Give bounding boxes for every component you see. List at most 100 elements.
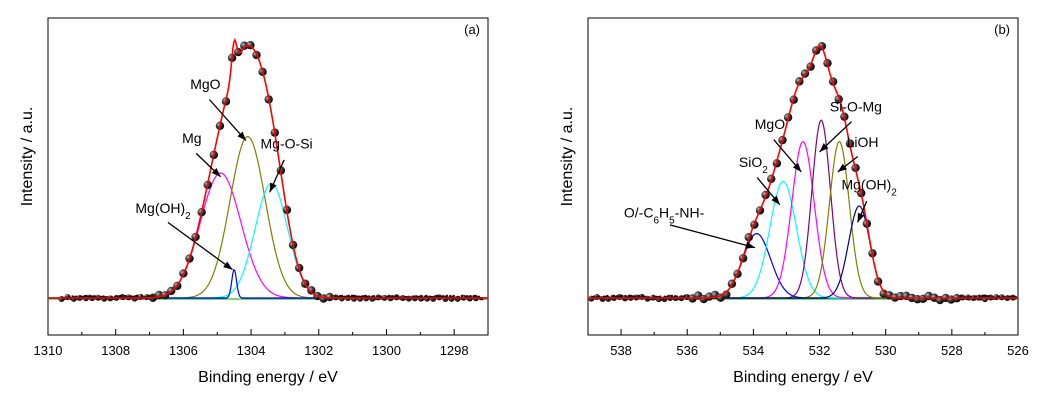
annotation-arrow	[669, 224, 756, 249]
data-point	[669, 297, 672, 301]
data-point	[659, 295, 662, 299]
peak-annotation: Mg(OH)2	[841, 177, 897, 199]
x-tick-label: 532	[809, 343, 831, 358]
peak-annotation: O/-C6H5-NH-	[624, 204, 705, 226]
data-point	[339, 295, 342, 299]
data-point	[637, 294, 640, 298]
data-point	[466, 295, 469, 299]
data-point	[674, 295, 677, 299]
panel-a: 1310 1308 1306 1304 1302 1300 1298 Binding ener…	[19, 17, 489, 386]
data-point	[85, 294, 88, 298]
data-point	[83, 295, 86, 299]
data-point	[134, 295, 137, 299]
peak-component-sio	[588, 180, 1018, 299]
x-tick-label: 536	[676, 343, 698, 358]
data-point	[433, 295, 437, 299]
data-point	[460, 294, 464, 298]
data-point	[442, 295, 445, 299]
data-point	[983, 294, 986, 298]
data-point	[372, 295, 376, 299]
data-point	[1009, 295, 1012, 299]
data-point	[675, 295, 678, 299]
data-point	[1011, 295, 1014, 299]
annotation-arrowhead	[211, 167, 221, 177]
data-point	[362, 295, 365, 299]
x-tick-label: 1298	[440, 343, 469, 358]
annotation-arrowhead	[792, 162, 802, 172]
data-point	[664, 295, 667, 299]
data-point	[420, 294, 423, 298]
data-point	[364, 294, 367, 298]
data-point	[670, 294, 673, 298]
x-tick-label: 1306	[169, 343, 198, 358]
data-point	[240, 41, 249, 50]
data-point	[616, 295, 619, 299]
peak-annotation: Mg-O-Si	[261, 135, 313, 151]
data-point	[619, 294, 622, 298]
annotation-arrow	[208, 99, 247, 142]
x-tick-label: 1308	[101, 343, 130, 358]
data-point	[437, 295, 440, 299]
data-point	[376, 295, 379, 299]
data-point	[996, 295, 999, 299]
panel-label: (b)	[994, 22, 1010, 37]
x-tick-label: 1302	[304, 343, 333, 358]
data-point	[411, 295, 415, 299]
data-point	[71, 295, 74, 299]
data-point	[449, 295, 452, 299]
peak-component-o-c	[588, 232, 1018, 299]
data-point	[428, 295, 431, 299]
data-point	[371, 295, 374, 299]
data-point	[350, 294, 354, 298]
data-point	[640, 294, 644, 298]
data-point	[120, 294, 123, 298]
peak-annotation: MgO	[190, 76, 220, 92]
data-point	[667, 294, 670, 298]
data-point	[622, 297, 625, 301]
data-point	[394, 294, 398, 298]
peak-component-mgo	[48, 136, 488, 299]
annotation-arrowhead	[771, 195, 780, 205]
annotation-arrow	[167, 221, 233, 271]
peak-component-mg-o-si	[48, 182, 488, 299]
x-axis-title: Binding energy / eV	[733, 369, 873, 386]
data-point	[817, 42, 827, 51]
x-tick-label: 1300	[372, 343, 401, 358]
data-point	[627, 294, 630, 298]
data-point	[93, 295, 96, 299]
data-point	[151, 294, 154, 298]
data-point	[354, 295, 357, 299]
data-point	[356, 295, 359, 299]
data-point	[75, 295, 78, 299]
data-point	[986, 295, 989, 299]
data-point	[472, 295, 475, 299]
data-point	[361, 295, 364, 299]
data-point	[683, 294, 687, 298]
plot-frame	[587, 17, 1019, 336]
annotation-arrowhead	[819, 143, 829, 152]
data-point	[445, 294, 448, 298]
data-point	[632, 295, 635, 299]
panel-b: 538 536 534 532 530 528 526 Binding energy / eV…	[559, 17, 1029, 386]
data-point	[979, 297, 983, 301]
annotation-arrowhead	[745, 241, 756, 249]
data-point	[607, 297, 611, 301]
data-point	[682, 295, 685, 299]
peak-annotation: Si-O-Mg	[830, 99, 882, 115]
annotation-arrowhead	[837, 163, 847, 172]
data-point	[86, 295, 90, 299]
data-point	[347, 294, 350, 298]
data-point	[357, 295, 360, 299]
data-point	[621, 294, 624, 298]
peak-component-mg	[48, 172, 488, 299]
data-point	[601, 297, 604, 301]
x-tick-label: 1304	[237, 343, 266, 358]
data-point	[624, 294, 627, 298]
data-point	[988, 295, 991, 299]
data-point	[592, 295, 596, 299]
annotation-arrowhead	[857, 212, 865, 223]
data-point	[968, 297, 971, 301]
data-point	[340, 294, 343, 298]
data-point	[978, 294, 981, 298]
data-point	[117, 295, 120, 299]
